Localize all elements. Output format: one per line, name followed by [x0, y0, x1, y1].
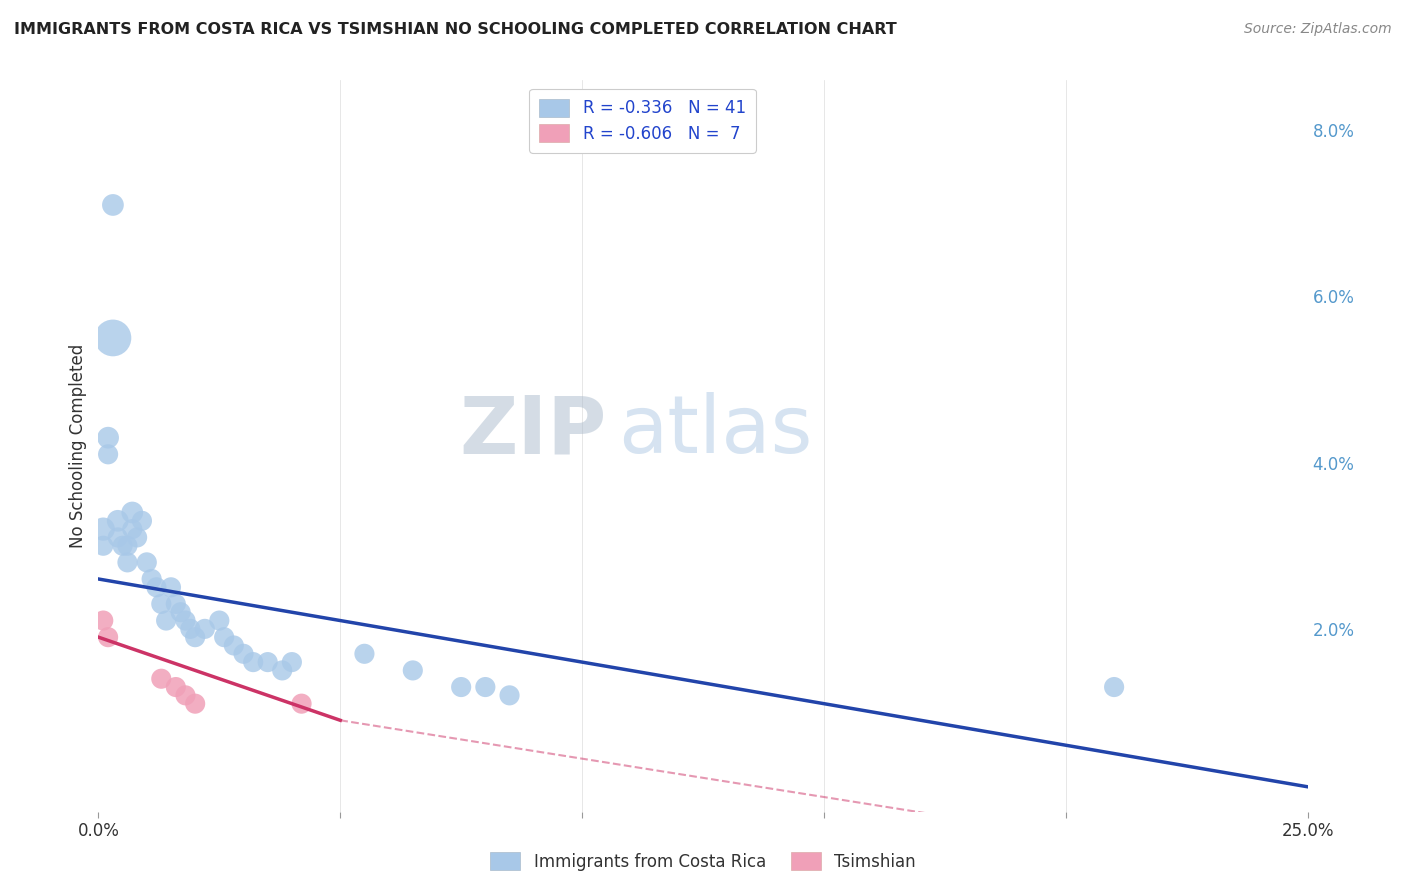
Point — [165, 597, 187, 611]
Point — [101, 198, 124, 212]
Point — [145, 580, 167, 594]
Point — [91, 539, 114, 553]
Point — [474, 680, 496, 694]
Point — [131, 514, 153, 528]
Point — [353, 647, 375, 661]
Point — [208, 614, 231, 628]
Y-axis label: No Schooling Completed: No Schooling Completed — [69, 344, 87, 548]
Point — [160, 580, 183, 594]
Point — [271, 664, 294, 678]
Text: atlas: atlas — [619, 392, 813, 470]
Point — [127, 530, 149, 544]
Point — [194, 622, 217, 636]
Point — [256, 655, 278, 669]
Point — [97, 447, 120, 461]
Point — [121, 522, 143, 536]
Point — [212, 630, 235, 644]
Point — [107, 530, 129, 544]
Point — [107, 514, 129, 528]
Point — [155, 614, 177, 628]
Point — [150, 597, 173, 611]
Point — [184, 697, 207, 711]
Point — [450, 680, 472, 694]
Point — [97, 630, 120, 644]
Text: ZIP: ZIP — [458, 392, 606, 470]
Point — [242, 655, 264, 669]
Point — [97, 431, 120, 445]
Point — [290, 697, 312, 711]
Point — [184, 630, 207, 644]
Point — [91, 522, 114, 536]
Point — [165, 680, 187, 694]
Point — [402, 664, 425, 678]
Point — [222, 639, 245, 653]
Point — [141, 572, 163, 586]
Point — [135, 555, 157, 569]
Point — [117, 555, 139, 569]
Point — [91, 614, 114, 628]
Legend: R = -0.336   N = 41, R = -0.606   N =  7: R = -0.336 N = 41, R = -0.606 N = 7 — [529, 88, 756, 153]
Point — [232, 647, 254, 661]
Point — [150, 672, 173, 686]
Point — [1102, 680, 1125, 694]
Point — [121, 506, 143, 520]
Text: IMMIGRANTS FROM COSTA RICA VS TSIMSHIAN NO SCHOOLING COMPLETED CORRELATION CHART: IMMIGRANTS FROM COSTA RICA VS TSIMSHIAN … — [14, 22, 897, 37]
Point — [174, 614, 197, 628]
Point — [498, 689, 520, 703]
Point — [111, 539, 134, 553]
Text: Source: ZipAtlas.com: Source: ZipAtlas.com — [1244, 22, 1392, 37]
Point — [174, 689, 197, 703]
Point — [281, 655, 304, 669]
Point — [101, 331, 124, 345]
Point — [117, 539, 139, 553]
Legend: Immigrants from Costa Rica, Tsimshian: Immigrants from Costa Rica, Tsimshian — [482, 844, 924, 880]
Point — [169, 605, 191, 619]
Point — [179, 622, 201, 636]
